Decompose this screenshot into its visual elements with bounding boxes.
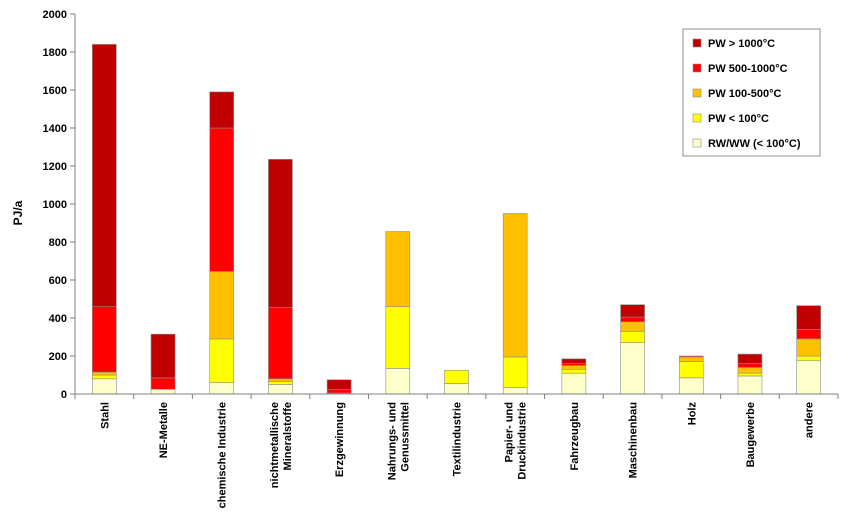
bar-segment [796,329,821,340]
x-category-label: Holz [686,402,698,426]
bar-segment [678,356,704,363]
bars [92,44,821,395]
bar-segment [678,377,704,395]
x-category-label: Textilindustrie [452,402,464,476]
bar-segment [678,355,704,358]
bar-segment [92,44,117,307]
bar-segment [92,371,117,376]
y-tick-label: 2000 [43,9,67,21]
bar-segment [326,379,352,390]
bar-segment [150,388,176,395]
bar-segment [620,330,645,343]
x-category-label: Druckindustrie [517,402,529,480]
legend-swatch [692,38,702,48]
bar-segment [444,369,469,384]
y-tick-label: 1400 [43,123,67,135]
x-category-label: Papier- und [504,402,516,463]
y-tick-label: 1800 [43,47,67,59]
y-tick-label: 0 [61,389,67,401]
bar-segment [796,355,821,362]
legend-entry: RW/WW (< 100°C) [708,138,801,150]
bar-segment [268,381,293,385]
bar-segment [385,306,411,369]
bar-segment [502,356,528,388]
legend-entry: PW 500-1000°C [708,63,788,75]
bar-segment [150,377,176,390]
legend-swatch [692,113,702,123]
bar-segment [737,363,763,368]
bar-segment [620,316,645,323]
bar-segment [796,305,821,330]
legend-box [682,28,821,157]
x-category-label: Nahrungs- und [386,402,398,480]
bar-segment [385,231,411,307]
bar-segment [796,338,821,357]
bar-segment [209,338,235,383]
x-category-label: nichtmetallische [269,402,281,488]
legend-swatch [692,88,702,98]
bar-segment [268,384,293,395]
bar-segment [561,365,587,370]
category-labels: Stahl NE-Metalle chemische Industrie nichtm… [99,402,815,509]
bar-segment [92,374,117,380]
bar-segment [326,388,352,394]
y-tick-label: 400 [49,313,67,325]
bar-segment [502,387,528,395]
bar-segment [209,271,235,340]
legend: PW > 1000°C PW 500-1000°C PW 100-500°C PW <… [682,28,821,157]
bar-segment [737,353,763,364]
bar-segment [796,360,821,395]
bar-segment [561,368,587,374]
bar-segment [561,358,587,364]
x-category-label: Mineralstoffe [282,402,294,470]
bar-segment [209,127,235,272]
bar-segment [92,378,117,395]
bar-segment [678,361,704,379]
bar-segment [209,382,235,395]
legend-entry: PW 100-500°C [708,88,782,100]
x-category-label: Erzgewinnung [334,402,346,477]
bar-segment [620,342,645,395]
bar-segment [268,159,293,308]
x-category-label: Stahl [99,402,111,429]
x-category-label: Baugewerbe [745,402,757,467]
x-category-label: Maschinenbau [628,402,640,478]
bar-segment [737,372,763,377]
bar-segment [268,307,293,380]
x-category-label: Fahrzeugbau [569,402,581,470]
bar-segment [92,306,117,373]
x-category-label: NE-Metalle [158,402,170,458]
y-axis-ticks: 0 200 400 600 800 1000 1200 1400 1600 1800 2000 [43,9,75,401]
y-tick-label: 800 [49,237,67,249]
bar-segment [737,375,763,395]
bar-segment [268,378,293,382]
bar-segment [444,383,469,395]
bar-segment [502,213,528,358]
bar-segment [385,368,411,395]
bar-segment [561,372,587,395]
bar-segment [620,304,645,318]
legend-swatch [692,63,702,73]
bar-segment [209,91,235,129]
legend-swatch [692,138,702,148]
x-category-label: andere [804,402,816,438]
legend-entry: PW < 100°C [708,113,769,125]
y-tick-label: 600 [49,275,67,287]
bar-segment [150,333,176,379]
y-tick-label: 200 [49,351,67,363]
y-tick-label: 1600 [43,85,67,97]
bar-segment [620,321,645,332]
x-category-label: chemische Industrie [217,402,229,508]
y-tick-label: 1200 [43,161,67,173]
legend-entry: PW > 1000°C [708,38,775,50]
axes [74,14,839,399]
bar-segment [737,367,763,374]
y-tick-label: 1000 [43,199,67,211]
x-category-label: Genussmittel [399,402,411,472]
y-axis-label: PJ/a [11,200,25,225]
